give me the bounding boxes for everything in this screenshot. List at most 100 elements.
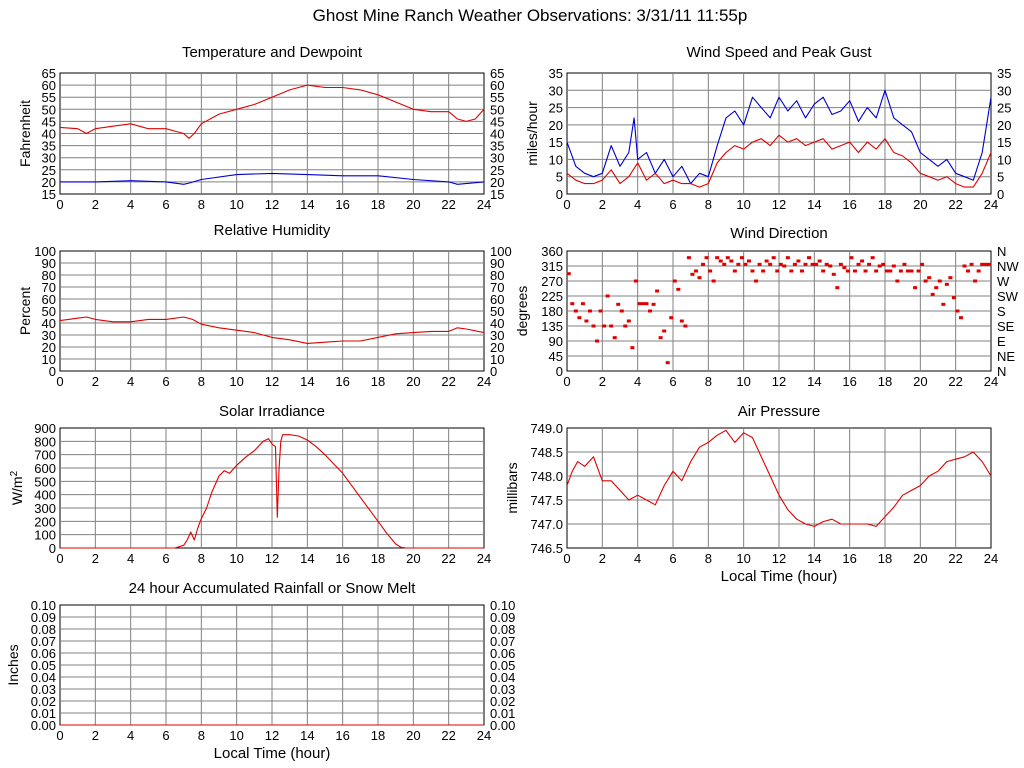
pressure-air-pressure-line xyxy=(566,429,992,527)
wind_direction-y-tick-label: 90 xyxy=(549,334,563,349)
solar-x-tick-label: 20 xyxy=(406,551,420,566)
wind_direction-direction-point xyxy=(648,309,653,313)
wind_direction-y-tick-label: 135 xyxy=(541,319,563,334)
wind_direction-direction-point xyxy=(651,302,656,306)
wind_direction-x-tick-label: 10 xyxy=(736,374,750,389)
wind_direction-right-tick-label: E xyxy=(997,334,1006,349)
wind_direction-direction-point xyxy=(690,272,695,276)
humidity-right-tick-label: 40 xyxy=(490,316,504,331)
rain-right-tick-label: 0.03 xyxy=(490,682,515,697)
temperature-right-tick-label: 35 xyxy=(490,139,504,154)
wind_direction-direction-point xyxy=(948,276,953,280)
wind_direction-direction-point xyxy=(845,269,850,273)
wind_speed-right-tick-label: 20 xyxy=(997,118,1011,133)
humidity-x-tick-label: 2 xyxy=(92,374,99,389)
rain-chart-title: 24 hour Accumulated Rainfall or Snow Mel… xyxy=(128,580,416,597)
wind_direction-direction-point xyxy=(605,294,610,298)
wind_direction-direction-point xyxy=(867,262,872,266)
wind_direction-direction-point xyxy=(693,269,698,273)
pressure-x-tick-label: 0 xyxy=(563,551,570,566)
wind_direction-direction-point xyxy=(835,286,840,290)
wind_direction-direction-point xyxy=(799,269,804,273)
humidity-x-tick-label: 16 xyxy=(335,374,349,389)
wind_direction-direction-point xyxy=(810,262,815,266)
temperature-y-axis-label: Fahrenheit xyxy=(17,100,33,167)
rain-x-tick-label: 6 xyxy=(162,728,169,743)
wind_direction-direction-point xyxy=(771,256,776,260)
temperature-chart-title: Temperature and Dewpoint xyxy=(181,44,363,61)
solar-x-tick-label: 16 xyxy=(335,551,349,566)
wind_direction-direction-point xyxy=(683,324,688,328)
humidity-x-tick-label: 20 xyxy=(406,374,420,389)
rain-right-tick-label: 0.08 xyxy=(490,622,515,637)
wind_direction-right-tick-label: NE xyxy=(997,349,1015,364)
rain-chart: 0 2 4 6 8 10 12 14 16 18 20 22 240.000.010.020.030.0… xyxy=(5,598,515,743)
wind_direction-direction-point xyxy=(591,324,596,328)
wind_direction-direction-point xyxy=(623,324,628,328)
wind_speed-y-tick-label: 25 xyxy=(549,101,563,116)
wind_direction-direction-point xyxy=(792,262,797,266)
solar-y-tick-label: 0 xyxy=(49,541,56,556)
wind_direction-direction-point xyxy=(573,309,578,313)
solar-x-tick-label: 14 xyxy=(300,551,314,566)
page-title: Ghost Mine Ranch Weather Observations: 3… xyxy=(312,6,748,25)
wind_direction-direction-point xyxy=(898,269,903,273)
humidity-x-tick-label: 0 xyxy=(56,374,63,389)
temperature-right-tick-label: 15 xyxy=(490,187,504,202)
wind_direction-direction-point xyxy=(746,259,751,263)
humidity-y-tick-label: 30 xyxy=(42,328,56,343)
solar-y-axis-label: W/m2 xyxy=(9,470,26,505)
wind_direction-y-tick-label: 180 xyxy=(541,304,563,319)
temperature-y-tick-label: 20 xyxy=(42,175,56,190)
rain-y-tick-label: 0.10 xyxy=(31,598,56,613)
wind_speed-x-tick-label: 22 xyxy=(948,197,962,212)
solar-x-tick-label: 24 xyxy=(477,551,491,566)
humidity-y-tick-label: 40 xyxy=(42,316,56,331)
pressure-x-tick-label: 16 xyxy=(842,551,856,566)
wind_direction-direction-point xyxy=(577,316,582,320)
humidity-y-tick-label: 10 xyxy=(42,352,56,367)
humidity-x-tick-label: 12 xyxy=(265,374,279,389)
wind_speed-x-tick-label: 20 xyxy=(913,197,927,212)
wind_speed-y-tick-label: 5 xyxy=(556,170,563,185)
rain-y-tick-label: 0.00 xyxy=(31,718,56,733)
wind_direction-direction-point xyxy=(584,319,589,323)
humidity-x-tick-label: 6 xyxy=(162,374,169,389)
rain-y-tick-label: 0.08 xyxy=(31,622,56,637)
rain-right-tick-label: 0.10 xyxy=(490,598,515,613)
wind_direction-direction-point xyxy=(732,269,737,273)
wind_direction-direction-point xyxy=(782,264,787,268)
temperature-right-tick-label: 55 xyxy=(490,90,504,105)
humidity-x-tick-label: 10 xyxy=(229,374,243,389)
humidity-right-tick-label: 20 xyxy=(490,340,504,355)
rain-x-tick-label: 14 xyxy=(300,728,314,743)
solar-solar-irradiance-line xyxy=(60,434,484,549)
temperature-y-tick-label: 40 xyxy=(42,127,56,142)
wind_speed-y-tick-label: 0 xyxy=(556,187,563,202)
wind_direction-direction-point xyxy=(874,269,879,273)
wind_speed-x-tick-label: 8 xyxy=(705,197,712,212)
rain-x-tick-label: 10 xyxy=(229,728,243,743)
wind_direction-right-tick-label: SE xyxy=(997,319,1015,334)
temperature-y-tick-label: 30 xyxy=(42,151,56,166)
temperature-right-tick-label: 50 xyxy=(490,102,504,117)
wind_direction-x-tick-label: 22 xyxy=(948,374,962,389)
solar-y-tick-label: 900 xyxy=(34,421,56,436)
wind_direction-direction-point xyxy=(672,279,677,283)
humidity-right-tick-label: 0 xyxy=(490,364,497,379)
wind_direction-direction-point xyxy=(870,256,875,260)
solar-y-tick-label: 400 xyxy=(34,488,56,503)
temperature-y-tick-label: 55 xyxy=(42,90,56,105)
wind_direction-direction-point xyxy=(905,269,910,273)
wind_direction-direction-point xyxy=(662,329,667,333)
wind_speed-x-tick-label: 16 xyxy=(842,197,856,212)
wind_speed-y-tick-label: 15 xyxy=(549,135,563,150)
wind_direction-x-tick-label: 4 xyxy=(634,374,641,389)
wind_direction-right-tick-label: S xyxy=(997,304,1006,319)
wind_direction-direction-point xyxy=(711,279,716,283)
humidity-right-tick-label: 90 xyxy=(490,256,504,271)
humidity-y-tick-label: 50 xyxy=(42,304,56,319)
rain-y-tick-label: 0.04 xyxy=(31,670,56,685)
temperature-y-tick-label: 25 xyxy=(42,163,56,178)
wind_direction-direction-point xyxy=(637,302,642,306)
